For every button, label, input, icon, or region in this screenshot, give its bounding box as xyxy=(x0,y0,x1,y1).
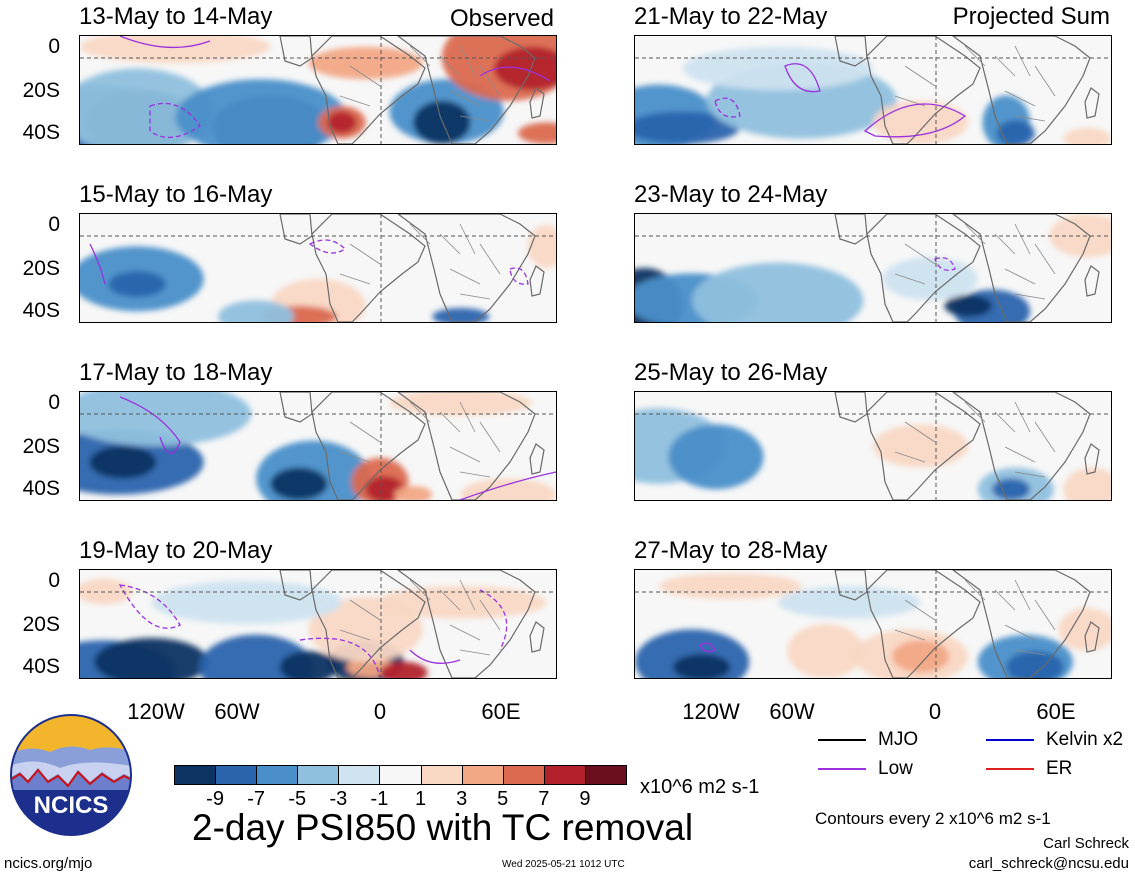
panel-date-label: 27-May to 28-May xyxy=(634,537,828,564)
psi-field xyxy=(80,570,556,678)
colorbar-swatch xyxy=(338,765,381,785)
author-email: carl_schreck@ncsu.edu xyxy=(968,855,1129,872)
psi-field xyxy=(80,36,556,144)
y-axis-tick-label: 40S xyxy=(22,299,60,322)
map-panel xyxy=(634,213,1112,323)
x-axis-tick-label: 60E xyxy=(1036,699,1076,724)
website-url: ncics.org/mjo xyxy=(4,855,93,872)
x-axis-tick-label: 120W xyxy=(682,699,740,724)
psi-field xyxy=(635,36,1111,144)
colorbar-swatch xyxy=(297,765,340,785)
y-axis-tick-label: 40S xyxy=(22,477,60,500)
legend-line xyxy=(818,739,866,741)
colorbar-swatch xyxy=(379,765,422,785)
legend-label: Kelvin x2 xyxy=(1046,729,1124,750)
timestamp: Wed 2025-05-21 1012 UTC xyxy=(502,859,625,870)
colorbar-tick-label: 9 xyxy=(579,788,591,810)
psi-field xyxy=(635,214,1111,322)
y-axis-tick-label: 40S xyxy=(22,121,60,144)
colorbar-tick-label: -9 xyxy=(206,788,224,810)
ncics-logo-graphic xyxy=(10,714,132,836)
x-axis-tick-label: 60E xyxy=(481,699,521,724)
colorbar-swatch xyxy=(420,765,463,785)
y-axis-tick-label: 20S xyxy=(22,613,60,636)
psi-field xyxy=(635,392,1111,500)
logo-text: NCICS xyxy=(33,792,109,819)
panel-date-label: 17-May to 18-May xyxy=(79,359,273,386)
colorbar-tick-label: 3 xyxy=(456,788,468,810)
legend-line xyxy=(986,739,1034,741)
legend-label: MJO xyxy=(878,729,919,750)
y-axis-tick-label: 20S xyxy=(22,79,60,102)
colorbar-units: x10^6 m2 s-1 xyxy=(640,776,760,798)
colorbar-swatch xyxy=(174,765,217,785)
panel-date-label: 19-May to 20-May xyxy=(79,537,273,564)
colorbar-tick-label: -3 xyxy=(329,788,348,810)
map-panel xyxy=(79,35,557,145)
colorbar-swatch xyxy=(502,765,545,785)
colorbar-tick-label: 1 xyxy=(414,788,427,810)
panel-date-label: 15-May to 16-May xyxy=(79,181,273,208)
colorbar-tick-label: -5 xyxy=(288,788,307,810)
projected-sum-label: Projected Sum xyxy=(952,3,1110,30)
colorbar-tick-label: -1 xyxy=(370,788,389,810)
map-panel xyxy=(634,35,1112,145)
y-axis-tick-label: 0 xyxy=(48,213,60,236)
colorbar-swatch xyxy=(543,765,586,785)
colorbar-swatch xyxy=(215,765,258,785)
ncics-logo: NCICS xyxy=(10,714,132,836)
psi-field xyxy=(80,392,556,500)
colorbar xyxy=(174,765,627,785)
x-axis-tick-label: 60W xyxy=(769,699,815,724)
y-axis-tick-label: 40S xyxy=(22,655,60,678)
x-axis-tick-label: 0 xyxy=(373,699,387,724)
psi-field xyxy=(635,570,1111,678)
psi-field xyxy=(80,214,556,322)
figure-title: 2-day PSI850 with TC removal xyxy=(192,807,694,848)
y-axis-tick-label: 0 xyxy=(48,35,60,58)
panel-date-label: 25-May to 26-May xyxy=(634,359,828,386)
map-panel xyxy=(79,213,557,323)
colorbar-tick-label: -7 xyxy=(247,788,266,810)
panel-date-label: 23-May to 24-May xyxy=(634,181,828,208)
legend-line xyxy=(986,768,1034,770)
legend-line xyxy=(818,768,866,770)
legend-label: Low xyxy=(878,758,913,779)
map-panel xyxy=(634,391,1112,501)
y-axis-tick-label: 0 xyxy=(48,391,60,414)
y-axis-tick-label: 20S xyxy=(22,257,60,280)
x-axis-tick-label: 60W xyxy=(214,699,260,724)
colorbar-swatch xyxy=(256,765,299,785)
map-panel xyxy=(79,569,557,679)
colorbar-swatch xyxy=(461,765,504,785)
author-name: Carl Schreck xyxy=(1043,835,1129,852)
y-axis-tick-label: 0 xyxy=(48,569,60,592)
panel-date-label: 21-May to 22-May xyxy=(634,3,828,30)
colorbar-tick-label: 7 xyxy=(538,788,550,810)
map-panel xyxy=(79,391,557,501)
y-axis-tick-label: 20S xyxy=(22,435,60,458)
panel-date-label: 13-May to 14-May xyxy=(79,3,273,30)
map-panel xyxy=(634,569,1112,679)
contour-note: Contours every 2 x10^6 m2 s-1 xyxy=(815,809,1051,828)
legend-label: ER xyxy=(1046,758,1073,779)
colorbar-tick-label: 5 xyxy=(497,788,509,810)
colorbar-swatch xyxy=(584,765,627,785)
observed-label: Observed xyxy=(449,5,554,32)
x-axis-tick-label: 0 xyxy=(928,699,942,724)
x-axis-tick-label: 120W xyxy=(127,699,185,724)
